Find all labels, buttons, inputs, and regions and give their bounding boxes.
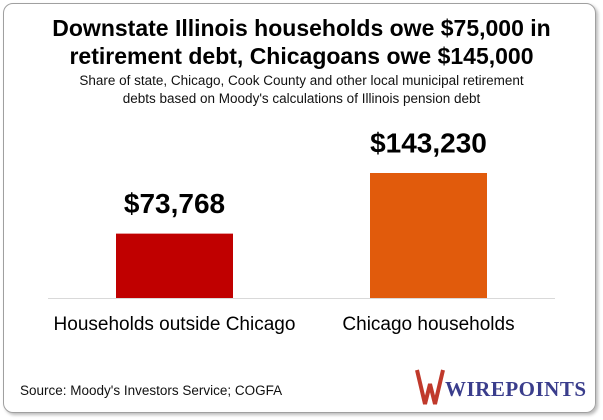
bar bbox=[116, 233, 233, 298]
chart-title: Downstate Illinois households owe $75,00… bbox=[52, 15, 551, 69]
frame bbox=[3, 3, 596, 413]
logo-mark bbox=[415, 369, 445, 405]
logo-icon bbox=[415, 369, 445, 405]
category-label: Chicago households bbox=[342, 314, 514, 335]
logo: WIREPOINTS bbox=[445, 377, 587, 401]
bar bbox=[370, 173, 487, 298]
value-label: $143,230 bbox=[370, 127, 487, 158]
category-label: Households outside Chicago bbox=[54, 314, 296, 335]
value-label: $73,768 bbox=[124, 188, 225, 219]
source: Source: Moody's Investors Service; COGFA bbox=[20, 383, 283, 398]
chart-subtitle: Share of state, Chicago, Cook County and… bbox=[79, 73, 524, 106]
